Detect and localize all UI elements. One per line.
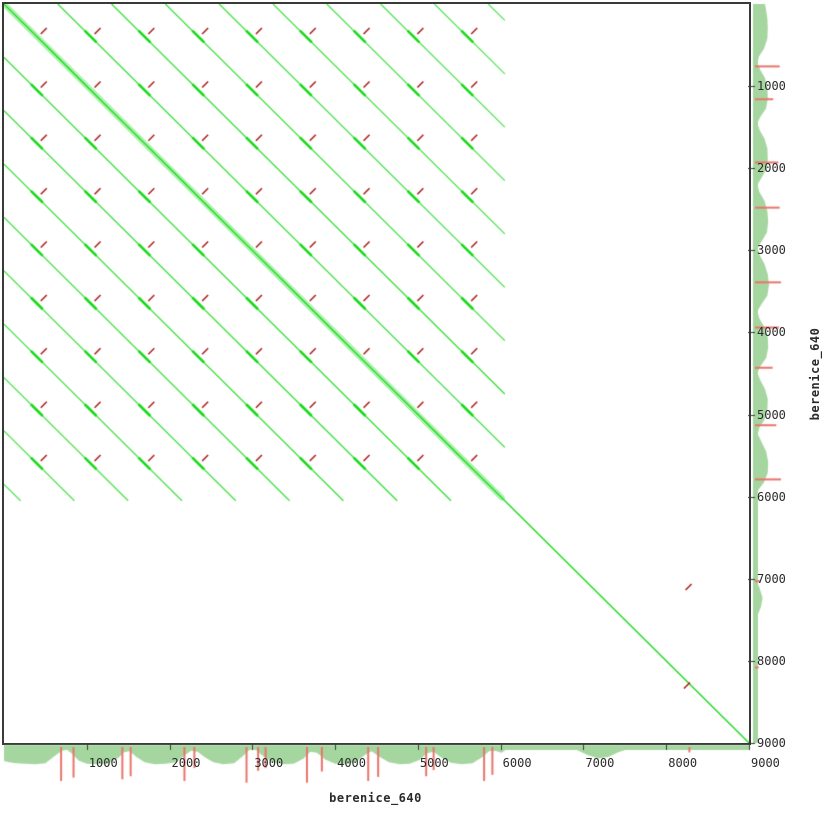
x-tick-label-3000: 3000 (254, 756, 284, 770)
y-tick-label-7000: 7000 (757, 571, 786, 586)
y-axis-title-wrapper: berenice_640 (800, 0, 830, 748)
x-tick-label-9000: 9000 (751, 756, 780, 770)
x-coverage-track (0, 744, 760, 790)
x-tick-label-5000: 5000 (419, 756, 449, 770)
y-coverage-track (748, 0, 806, 760)
y-tick-label-6000: 6000 (757, 489, 786, 504)
x-tick-label-7000: 7000 (585, 756, 615, 770)
x-tick-label-1000: 1000 (88, 756, 118, 770)
y-tick-label-1000: 1000 (757, 79, 786, 94)
y-tick-label-4000: 4000 (757, 325, 786, 340)
y-tick-label-8000: 8000 (757, 653, 786, 668)
y-tick-label-2000: 2000 (757, 161, 786, 176)
dotplot-plot-area[interactable] (2, 2, 751, 745)
dotplot-matrix-canvas[interactable] (4, 4, 749, 743)
x-tick-label-6000: 6000 (502, 756, 532, 770)
y-tick-label-3000: 3000 (757, 243, 786, 258)
y-tick-label-9000: 9000 (757, 736, 786, 750)
x-tick-label-8000: 8000 (668, 756, 698, 770)
x-tick-label-2000: 2000 (171, 756, 201, 770)
y-axis-title: berenice_640 (808, 327, 822, 421)
x-tick-label-4000: 4000 (337, 756, 367, 770)
y-tick-label-5000: 5000 (757, 407, 786, 422)
x-axis-title: berenice_640 (329, 791, 422, 805)
